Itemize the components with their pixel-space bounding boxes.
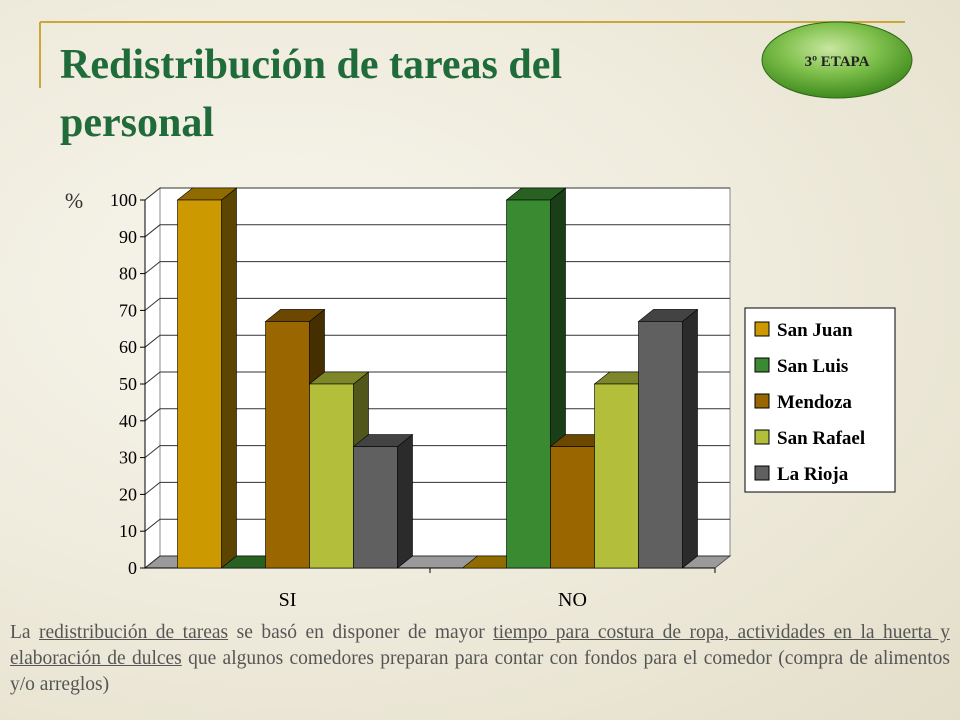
y-tick-label: 70: [119, 300, 137, 320]
legend-box: [744, 307, 896, 493]
bar-front: [265, 321, 310, 569]
y-tick-label: 90: [119, 227, 137, 247]
bar-front: [353, 446, 398, 569]
y-tick-label: 20: [119, 484, 137, 504]
legend-swatch: [754, 429, 770, 445]
y-tick-label: 30: [119, 448, 137, 468]
y-tick-label: 60: [119, 337, 137, 357]
caption-text: que algunos comedores preparan para cont…: [10, 648, 950, 695]
y-axis-label: %: [65, 188, 83, 213]
title: Redistribución de tareas del personal: [60, 42, 563, 146]
badge-text: 3º ETAPA: [805, 54, 870, 70]
bar: [176, 187, 238, 569]
caption-text: La: [10, 622, 40, 643]
x-tick-label: NO: [558, 589, 587, 611]
y-tick-label: 0: [128, 558, 137, 578]
bar: [352, 433, 414, 569]
y-tick-label: 50: [119, 374, 137, 394]
y-tick-label: 40: [119, 411, 137, 431]
bar-side: [397, 433, 413, 569]
bar-front: [309, 383, 354, 569]
bar-side: [221, 187, 237, 569]
bar-front: [177, 199, 222, 569]
legend-label: San Luis: [777, 356, 848, 377]
legend-swatch: [754, 465, 770, 481]
bar-front: [594, 383, 639, 569]
bar-front: [550, 446, 595, 569]
y-tick-label: 100: [110, 190, 137, 210]
bar: [637, 308, 699, 569]
x-tick-label: SI: [279, 589, 297, 611]
legend-label: San Rafael: [777, 428, 865, 449]
legend-swatch: [754, 357, 770, 373]
bar: [505, 187, 567, 569]
caption-text: se basó en disponer de mayor: [228, 622, 494, 643]
caption-text: tiempo para costura de ropa, actividades…: [10, 622, 950, 669]
bar-front: [638, 321, 683, 569]
legend-label: La Rioja: [777, 464, 849, 485]
caption: La redistribución de tareas se basó en d…: [10, 620, 950, 698]
legend-label: San Juan: [777, 320, 853, 341]
bar-side: [682, 308, 698, 569]
bar-front: [506, 199, 551, 569]
y-tick-label: 10: [119, 521, 137, 541]
legend-label: Mendoza: [777, 392, 852, 413]
legend-swatch: [754, 393, 770, 409]
badge: [761, 21, 913, 99]
legend-swatch: [754, 321, 770, 337]
y-tick-label: 80: [119, 264, 137, 284]
caption-text: redistribución de tareas: [39, 622, 229, 643]
